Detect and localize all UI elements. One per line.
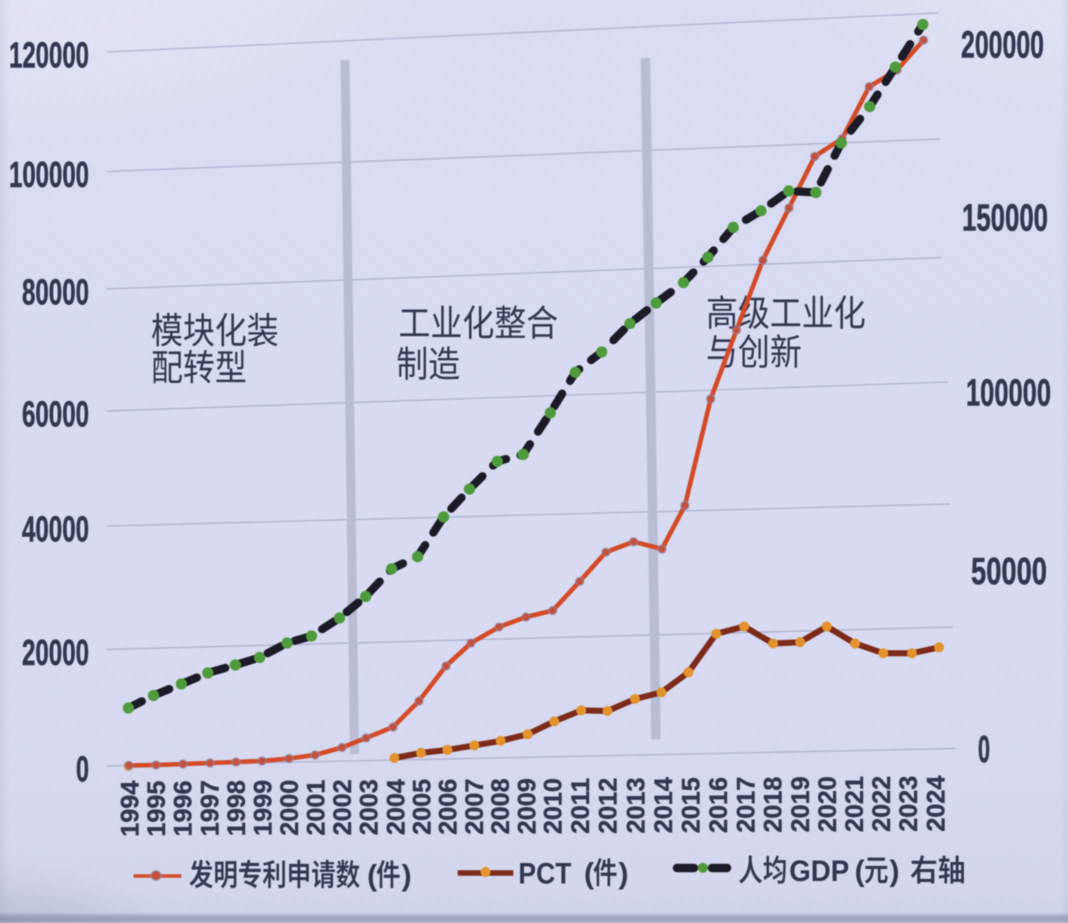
svg-text:2015: 2015: [678, 777, 706, 833]
svg-text:(: (: [855, 855, 865, 888]
svg-text:100000: 100000: [966, 373, 1051, 415]
svg-text:1999: 1999: [250, 780, 278, 836]
svg-text:0: 0: [978, 729, 990, 771]
svg-text:PCT: PCT: [518, 858, 571, 891]
svg-text:2009: 2009: [513, 778, 541, 834]
svg-text:2022: 2022: [868, 776, 896, 832]
svg-text:2019: 2019: [787, 776, 815, 832]
svg-text:50000: 50000: [971, 551, 1047, 593]
svg-text:2004: 2004: [382, 779, 410, 835]
svg-text:2017: 2017: [733, 777, 761, 833]
svg-text:0: 0: [76, 748, 89, 789]
svg-text:2006: 2006: [435, 779, 463, 835]
svg-text:1998: 1998: [223, 780, 251, 836]
svg-text:2021: 2021: [841, 776, 869, 832]
svg-text:2007: 2007: [461, 779, 489, 835]
svg-text:2000: 2000: [276, 780, 304, 836]
svg-text:2012: 2012: [595, 778, 623, 834]
svg-text:2001: 2001: [303, 780, 331, 836]
svg-text:2024: 2024: [922, 776, 950, 832]
svg-text:200000: 200000: [961, 25, 1044, 67]
svg-text:2023: 2023: [895, 776, 923, 832]
svg-text:2010: 2010: [540, 778, 568, 834]
svg-text:): ): [619, 858, 629, 891]
svg-text:2014: 2014: [650, 777, 678, 833]
svg-text:(: (: [584, 858, 594, 891]
svg-text:2020: 2020: [814, 776, 842, 832]
svg-text:150000: 150000: [962, 198, 1048, 240]
svg-text:1996: 1996: [170, 781, 198, 837]
svg-text:2016: 2016: [705, 777, 733, 833]
svg-text:1994: 1994: [117, 781, 145, 837]
svg-text:2013: 2013: [622, 778, 650, 834]
svg-text:2005: 2005: [409, 779, 437, 835]
svg-text:2003: 2003: [356, 779, 384, 835]
svg-text:2002: 2002: [329, 779, 357, 835]
svg-text:80000: 80000: [22, 271, 89, 312]
svg-text:1995: 1995: [143, 781, 171, 837]
svg-text:2018: 2018: [760, 777, 788, 833]
svg-text:2008: 2008: [487, 778, 515, 834]
svg-text:GDP: GDP: [789, 855, 849, 888]
svg-text:100000: 100000: [9, 154, 89, 195]
svg-text:120000: 120000: [9, 34, 89, 75]
svg-text:1997: 1997: [196, 780, 224, 836]
svg-text:40000: 40000: [22, 508, 89, 549]
svg-text:): ): [402, 860, 412, 893]
svg-text:): ): [890, 855, 900, 888]
svg-text:60000: 60000: [22, 393, 89, 434]
svg-text:20000: 20000: [22, 632, 89, 673]
svg-text:2011: 2011: [567, 778, 595, 834]
svg-text:(: (: [367, 860, 377, 893]
